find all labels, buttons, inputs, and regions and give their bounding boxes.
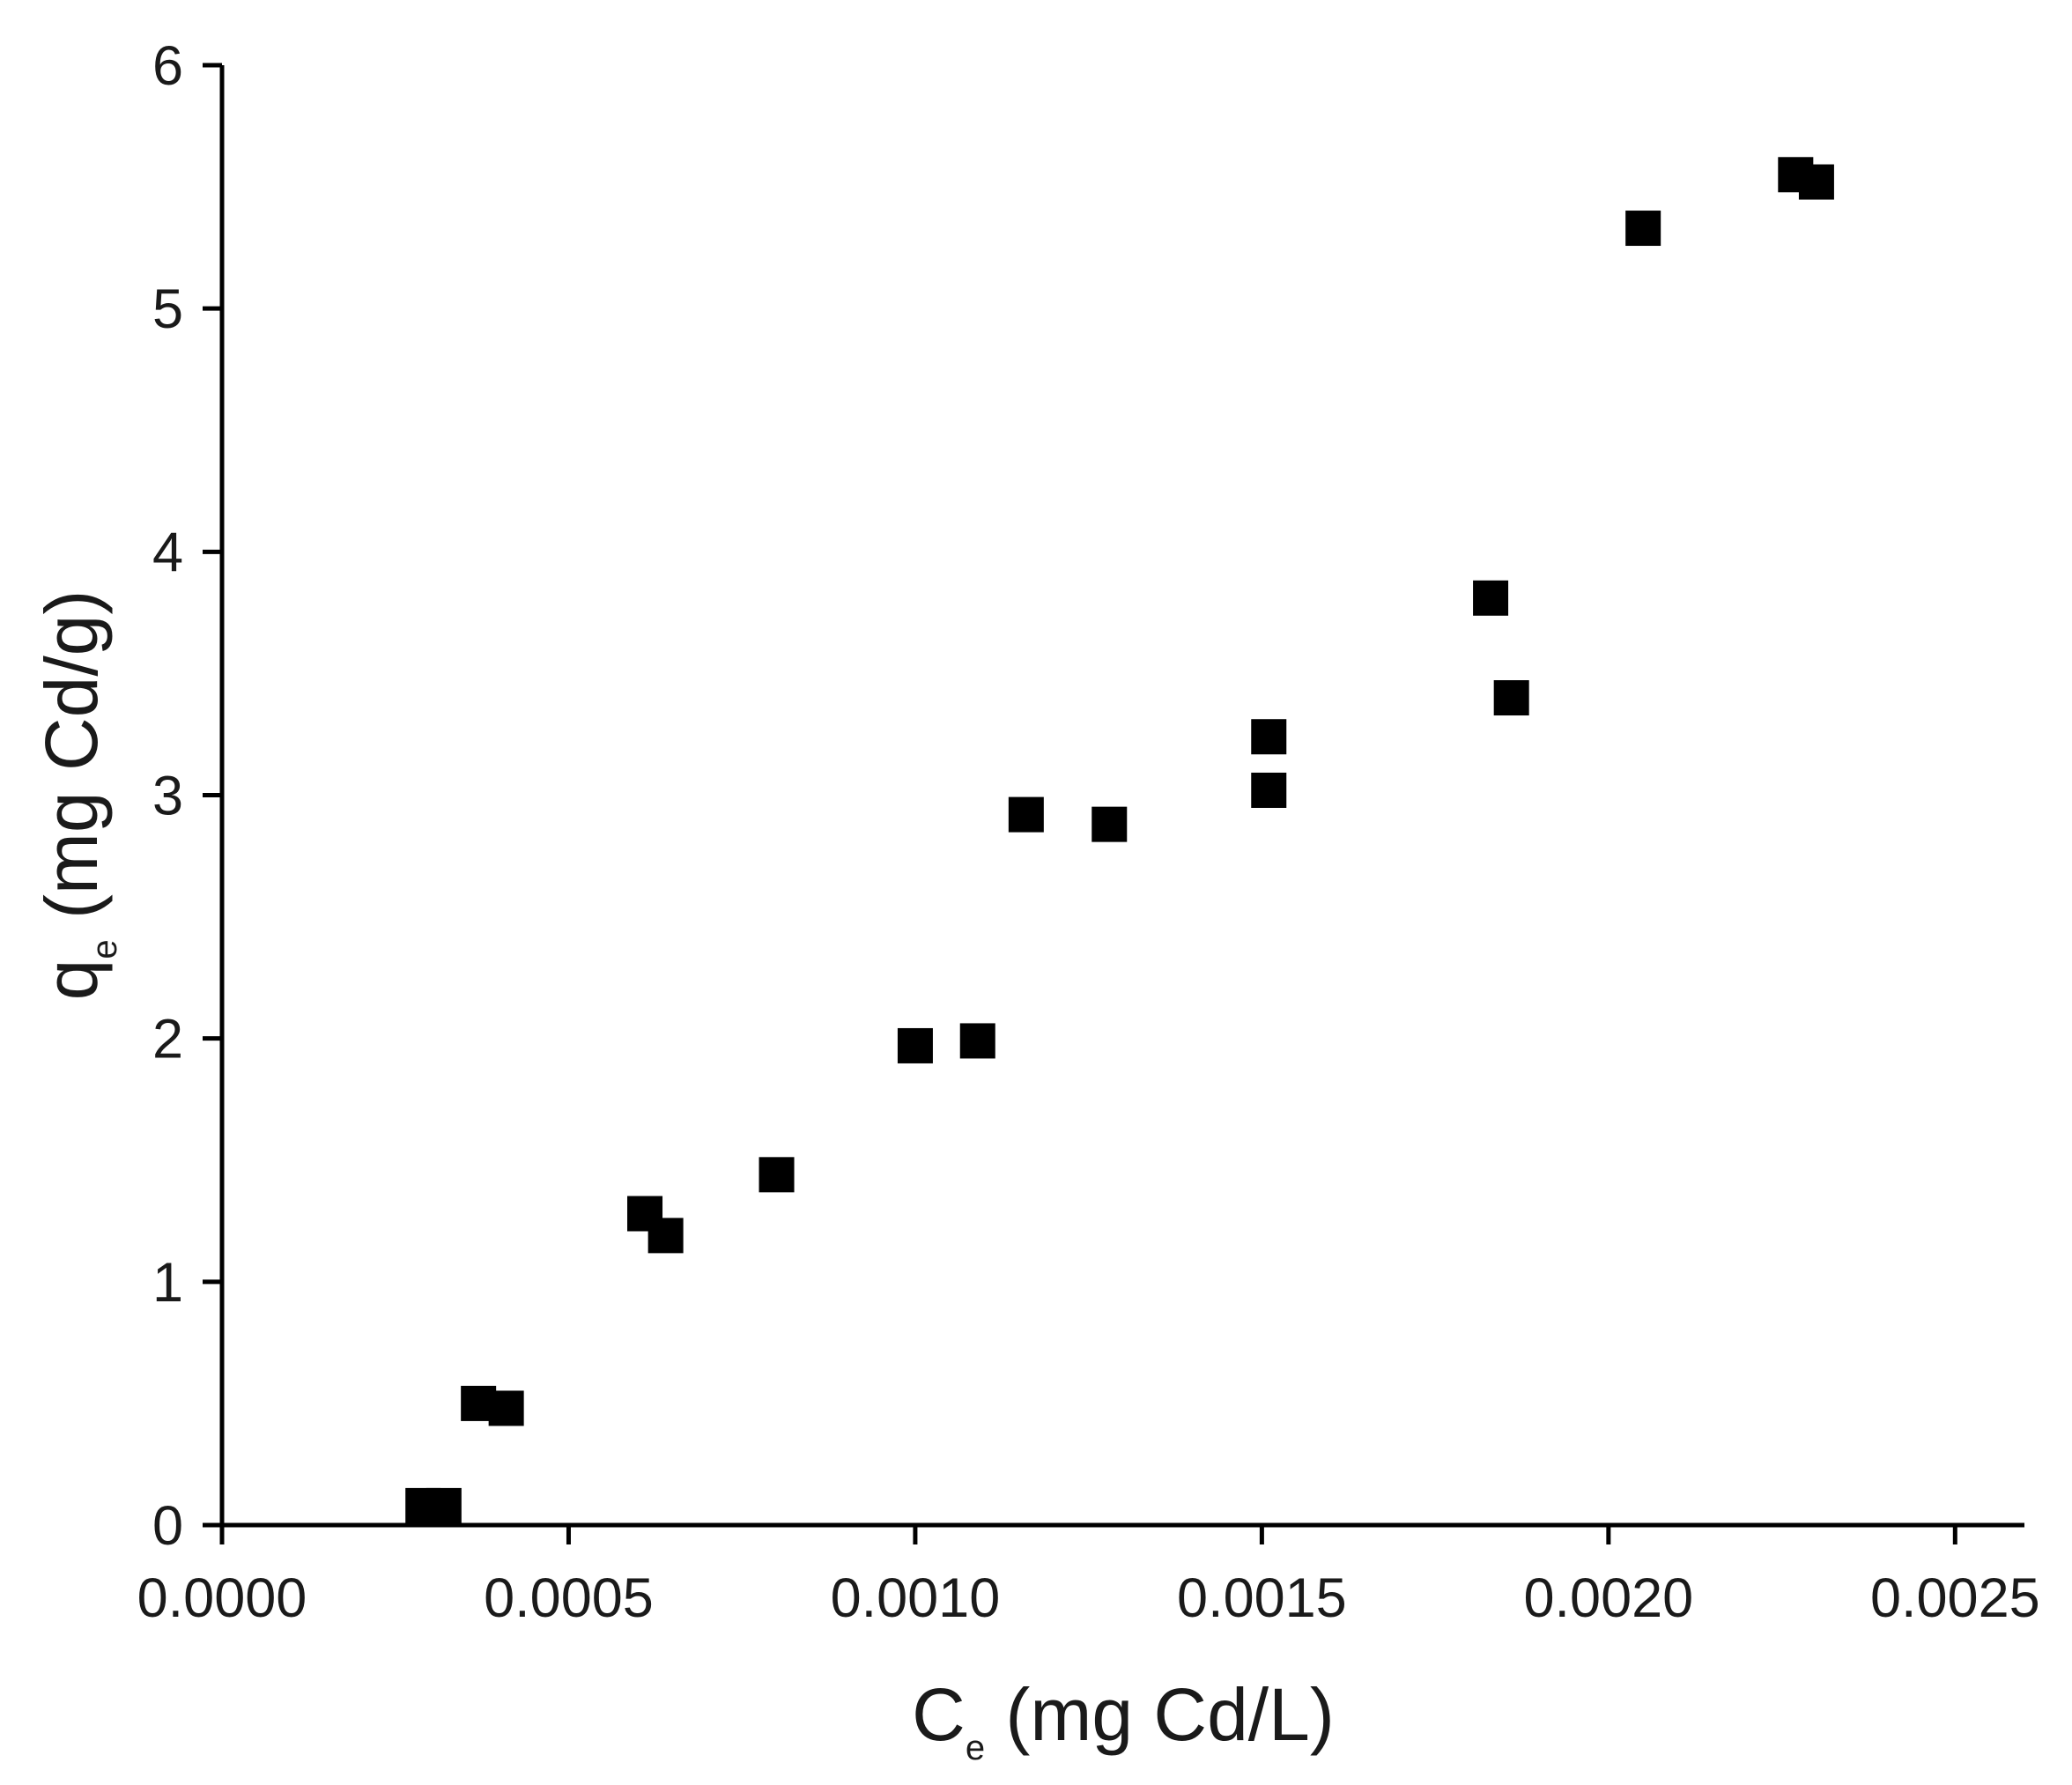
y-tick-label: 3 xyxy=(152,766,183,827)
data-point xyxy=(959,1023,995,1059)
data-point xyxy=(758,1157,795,1193)
x-tick-label: 0.0025 xyxy=(1870,1567,2040,1629)
data-point xyxy=(897,1027,933,1063)
data-point xyxy=(1008,796,1044,833)
data-point xyxy=(1251,772,1287,808)
y-axis-title-main: q xyxy=(30,959,113,1001)
y-tick-label: 6 xyxy=(152,35,183,97)
x-axis-title-main: C xyxy=(912,1673,966,1756)
x-axis-title-subscript: e xyxy=(966,1729,985,1767)
data-point xyxy=(1493,680,1529,716)
data-point xyxy=(1798,164,1834,200)
data-point xyxy=(1251,719,1287,755)
y-tick-label: 5 xyxy=(152,278,183,340)
x-axis-ticks: 0.0000 0.0005 0.0010 0.0015 0.0020 0.0025 xyxy=(137,1525,2040,1629)
data-points xyxy=(405,157,1834,1523)
data-point xyxy=(1473,580,1509,616)
y-axis-title-subscript: e xyxy=(85,939,124,959)
x-tick-label: 0.0005 xyxy=(484,1567,654,1629)
y-axis-title: qe (mg Cd/g) xyxy=(30,590,124,1001)
x-tick-label: 0.0010 xyxy=(831,1567,1001,1629)
y-axis-ticks: 0 1 2 3 4 5 6 xyxy=(152,35,222,1557)
y-tick-label: 4 xyxy=(152,522,183,583)
x-tick-label: 0.0020 xyxy=(1523,1567,1693,1629)
axes xyxy=(219,65,2024,1528)
data-point xyxy=(648,1218,684,1254)
data-point xyxy=(488,1390,524,1426)
y-tick-label: 0 xyxy=(152,1495,183,1557)
x-tick-label: 0.0015 xyxy=(1177,1567,1347,1629)
y-axis-title-unit: (mg Cd/g) xyxy=(30,590,113,940)
data-point xyxy=(1092,806,1128,842)
x-tick-label: 0.0000 xyxy=(137,1567,307,1629)
data-point xyxy=(426,1487,462,1523)
data-point xyxy=(1625,211,1661,247)
y-tick-label: 1 xyxy=(152,1252,183,1314)
x-axis-title: Ce (mg Cd/L) xyxy=(912,1673,1335,1767)
x-axis-title-unit: (mg Cd/L) xyxy=(985,1673,1335,1756)
y-tick-label: 2 xyxy=(152,1009,183,1070)
